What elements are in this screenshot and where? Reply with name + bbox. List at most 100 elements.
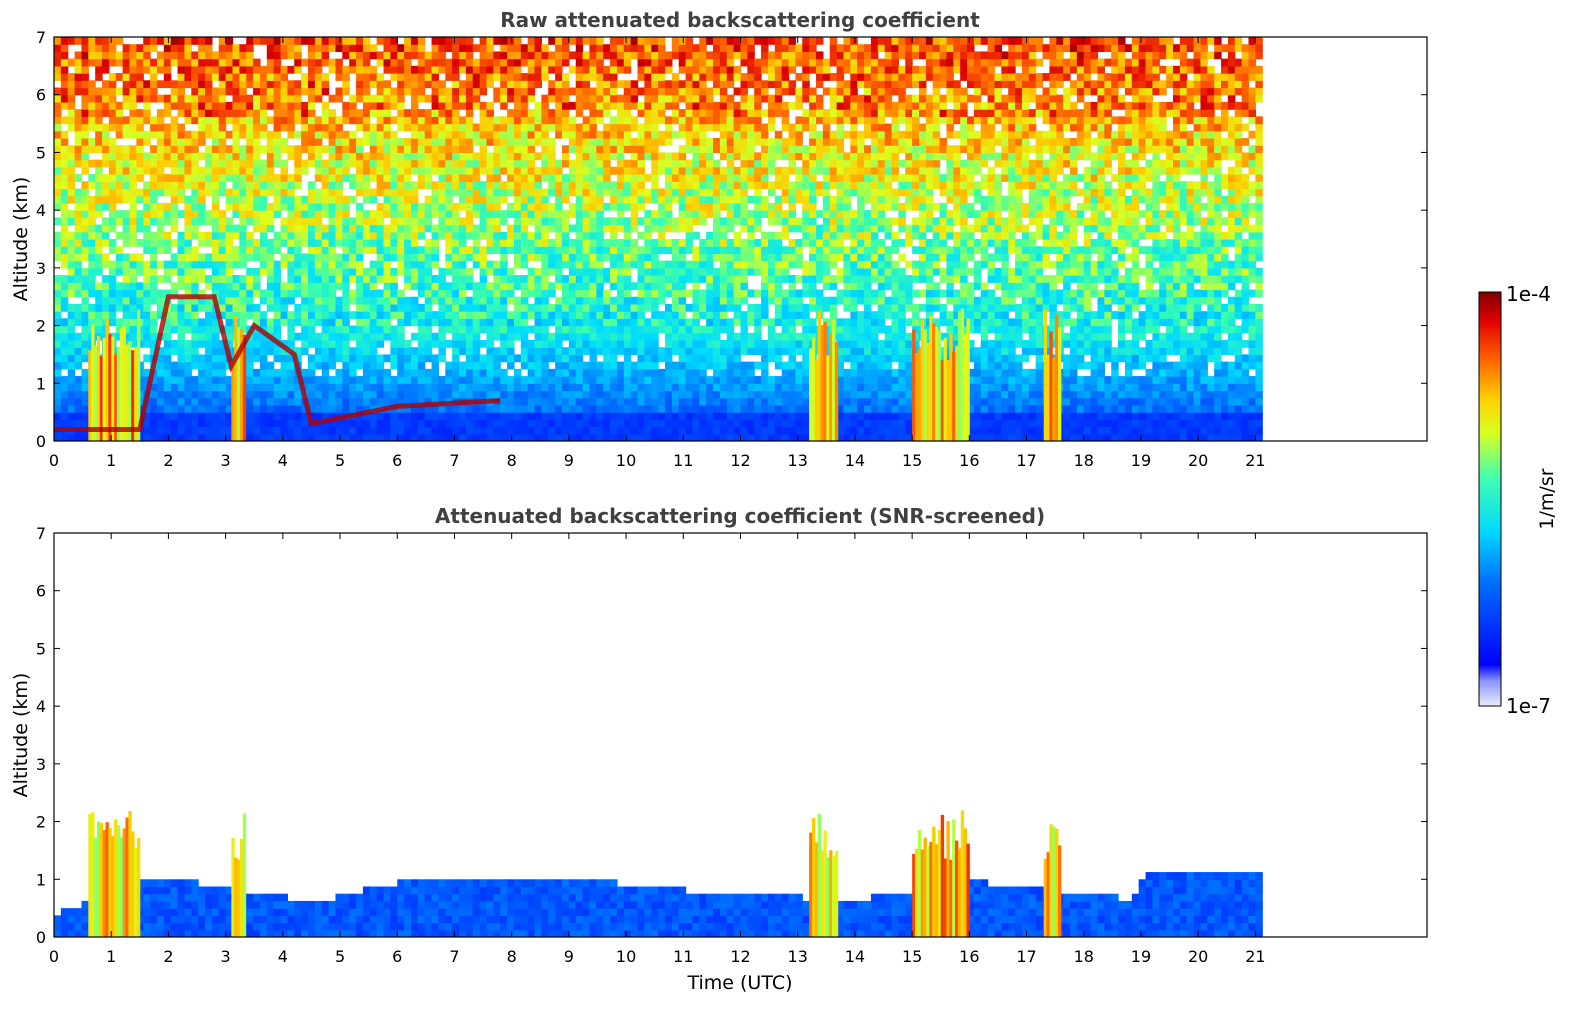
heatmap-cell bbox=[445, 340, 453, 348]
heatmap-cell bbox=[472, 296, 481, 305]
heatmap-cell bbox=[424, 224, 433, 233]
heatmap-cell bbox=[122, 166, 131, 175]
heatmap-cell bbox=[328, 275, 337, 283]
heatmap-cell bbox=[644, 267, 652, 276]
heatmap-cell bbox=[335, 65, 343, 74]
heatmap-cell bbox=[390, 433, 398, 441]
heatmap-cell bbox=[678, 145, 687, 154]
heatmap-cell bbox=[555, 58, 563, 67]
heatmap-cell bbox=[218, 239, 227, 247]
heatmap-cell bbox=[266, 267, 275, 276]
heatmap-cell bbox=[356, 138, 364, 146]
heatmap-cell bbox=[356, 210, 364, 218]
heatmap-cell bbox=[637, 217, 645, 226]
heatmap-cell bbox=[390, 340, 398, 348]
heatmap-cell bbox=[575, 419, 584, 428]
heatmap-cell bbox=[651, 253, 659, 262]
heatmap-cell bbox=[507, 354, 515, 363]
heatmap-cell bbox=[198, 412, 206, 420]
heatmap-cell bbox=[596, 361, 604, 370]
heatmap-cell bbox=[562, 44, 570, 53]
heatmap-cell bbox=[390, 202, 398, 211]
heatmap-cell bbox=[81, 94, 89, 103]
heatmap-cell bbox=[246, 73, 254, 81]
heatmap-cell bbox=[603, 109, 611, 117]
heatmap-cell bbox=[541, 58, 549, 67]
heatmap-cell bbox=[191, 412, 199, 420]
heatmap-cell bbox=[507, 325, 515, 334]
heatmap-cell bbox=[726, 44, 735, 53]
heatmap-cell bbox=[253, 210, 261, 218]
heatmap-cell bbox=[342, 73, 350, 81]
heatmap-cell bbox=[493, 325, 501, 334]
heatmap-cell bbox=[349, 275, 357, 283]
heatmap-cell bbox=[273, 433, 282, 441]
heatmap-cell bbox=[129, 210, 137, 218]
heatmap-cell bbox=[376, 433, 385, 441]
heatmap-cell bbox=[246, 311, 254, 319]
heatmap-cell bbox=[486, 210, 494, 218]
heatmap-cell bbox=[610, 296, 618, 305]
heatmap-cell bbox=[541, 383, 549, 392]
heatmap-cell bbox=[205, 296, 213, 305]
heatmap-cell bbox=[719, 217, 728, 226]
heatmap-cell bbox=[328, 145, 337, 154]
heatmap-cell bbox=[644, 347, 652, 356]
heatmap-cell bbox=[568, 419, 577, 428]
heatmap-cell bbox=[115, 217, 124, 226]
heatmap-cell bbox=[445, 376, 453, 384]
heatmap-cell bbox=[486, 101, 494, 110]
heatmap-cell bbox=[308, 51, 316, 60]
heatmap-cell bbox=[699, 289, 707, 298]
heatmap-cell bbox=[541, 340, 549, 348]
heatmap-cell bbox=[713, 246, 721, 255]
heatmap-cell bbox=[314, 433, 323, 441]
heatmap-cell bbox=[671, 109, 680, 117]
heatmap-cell bbox=[184, 130, 192, 139]
heatmap-cell bbox=[301, 267, 309, 276]
heatmap-cell bbox=[562, 325, 570, 334]
heatmap-cell bbox=[637, 325, 645, 334]
heatmap-cell bbox=[568, 368, 577, 377]
heatmap-cell bbox=[280, 37, 289, 45]
heatmap-cell bbox=[328, 181, 337, 190]
heatmap-cell bbox=[163, 354, 172, 363]
heatmap-cell bbox=[417, 376, 426, 384]
heatmap-cell bbox=[390, 101, 398, 110]
heatmap-cell bbox=[301, 58, 309, 67]
heatmap-cell bbox=[328, 138, 337, 146]
heatmap-cell bbox=[356, 296, 364, 305]
heatmap-cell bbox=[280, 174, 289, 182]
heatmap-cell bbox=[630, 37, 639, 45]
heatmap-cell bbox=[191, 152, 199, 161]
heatmap-cell bbox=[713, 116, 721, 125]
heatmap-cell bbox=[527, 202, 536, 211]
heatmap-cell bbox=[108, 37, 117, 45]
heatmap-cell bbox=[623, 311, 632, 319]
heatmap-cell bbox=[308, 368, 316, 377]
heatmap-cell bbox=[129, 174, 137, 182]
heatmap-cell bbox=[603, 159, 611, 168]
heatmap-cell bbox=[74, 376, 83, 384]
heatmap-cell bbox=[459, 296, 467, 305]
heatmap-cell bbox=[431, 116, 440, 125]
heatmap-cell bbox=[424, 303, 433, 312]
heatmap-cell bbox=[287, 210, 295, 218]
heatmap-cell bbox=[616, 138, 625, 146]
heatmap-cell bbox=[177, 376, 186, 384]
heatmap-cell bbox=[541, 311, 549, 319]
heatmap-cell bbox=[465, 181, 474, 190]
heatmap-cell bbox=[115, 37, 124, 45]
heatmap-cell bbox=[122, 152, 131, 161]
heatmap-cell bbox=[335, 166, 343, 175]
heatmap-cell bbox=[541, 159, 549, 168]
heatmap-cell bbox=[465, 166, 474, 175]
heatmap-cell bbox=[184, 101, 192, 110]
heatmap-cell bbox=[321, 87, 330, 96]
heatmap-cell bbox=[445, 383, 453, 392]
heatmap-cell bbox=[431, 37, 440, 45]
heatmap-cell bbox=[308, 65, 316, 74]
heatmap-cell bbox=[568, 332, 577, 341]
heatmap-cell bbox=[465, 145, 474, 154]
heatmap-cell bbox=[335, 311, 343, 319]
